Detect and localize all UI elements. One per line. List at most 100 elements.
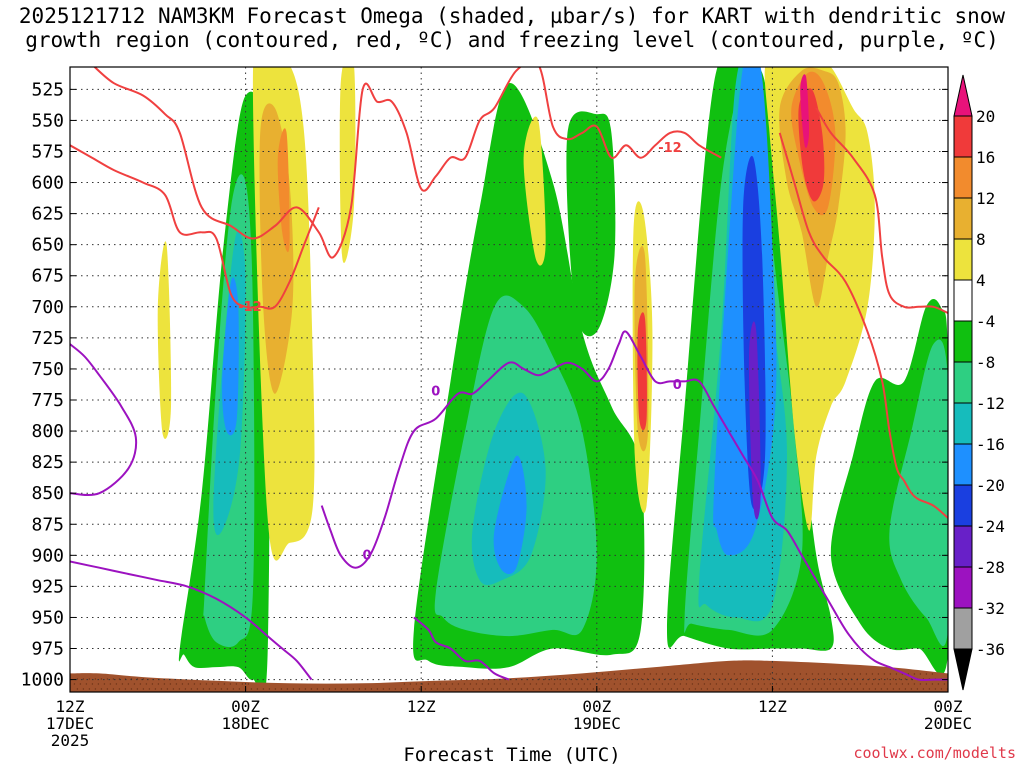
contour-label: -12 xyxy=(658,141,682,156)
y-tick-label: 650 xyxy=(31,235,64,256)
terrain-texture-dot xyxy=(901,683,904,685)
terrain-texture-dot xyxy=(607,683,610,685)
terrain-texture-dot xyxy=(628,678,631,680)
colorbar-swatch xyxy=(953,320,973,363)
terrain-texture-dot xyxy=(679,683,682,685)
terrain-texture-dot xyxy=(286,688,289,690)
terrain-texture-dot xyxy=(856,688,859,690)
terrain-texture-dot xyxy=(697,673,700,675)
terrain-texture-dot xyxy=(544,678,547,680)
terrain-layer xyxy=(70,660,948,692)
terrain-texture-dot xyxy=(100,678,103,680)
terrain-texture-dot xyxy=(73,683,76,685)
omega-region--8 xyxy=(566,111,616,337)
terrain-texture-dot xyxy=(937,683,940,685)
terrain-texture-dot xyxy=(412,688,415,690)
colorbar-label: -32 xyxy=(976,599,1005,618)
terrain-texture-dot xyxy=(82,678,85,680)
terrain-texture-dot xyxy=(169,683,172,685)
terrain-texture-dot xyxy=(562,688,565,690)
terrain-texture-dot xyxy=(844,688,847,690)
y-tick-label: 875 xyxy=(31,514,64,535)
x-tick-label: 20DEC xyxy=(924,714,972,733)
terrain-texture-dot xyxy=(721,673,724,675)
omega-region-20 xyxy=(800,74,810,148)
terrain-texture-dot xyxy=(805,683,808,685)
terrain-texture-dot xyxy=(814,678,817,680)
terrain-texture-dot xyxy=(883,683,886,685)
terrain-texture-dot xyxy=(340,688,343,690)
terrain-texture-dot xyxy=(112,678,115,680)
terrain-texture-dot xyxy=(139,683,142,685)
terrain-texture-dot xyxy=(865,683,868,685)
terrain-texture-dot xyxy=(334,688,337,690)
terrain-texture-dot xyxy=(709,683,712,685)
colorbar-swatch xyxy=(953,115,973,158)
terrain-texture-dot xyxy=(541,683,544,685)
terrain-texture-dot xyxy=(100,688,103,690)
terrain-texture-dot xyxy=(766,688,769,690)
colorbar-label: 12 xyxy=(976,189,995,208)
terrain-texture-dot xyxy=(820,678,823,680)
colorbar-label: -24 xyxy=(976,517,1005,536)
y-tick-label: 950 xyxy=(31,607,64,628)
terrain-texture-dot xyxy=(874,678,877,680)
terrain-texture-dot xyxy=(694,678,697,680)
terrain-texture-dot xyxy=(166,688,169,690)
contour-label: 0 xyxy=(363,548,372,563)
terrain-texture-dot xyxy=(523,683,526,685)
terrain-texture-dot xyxy=(763,683,766,685)
terrain-texture-dot xyxy=(310,688,313,690)
terrain-texture-dot xyxy=(943,683,946,685)
terrain-texture-dot xyxy=(268,688,271,690)
terrain-texture-dot xyxy=(730,688,733,690)
terrain-texture-dot xyxy=(445,683,448,685)
contour-label: 0 xyxy=(673,378,682,393)
terrain-texture-dot xyxy=(736,678,739,680)
terrain-texture-dot xyxy=(403,683,406,685)
terrain-texture-dot xyxy=(682,688,685,690)
terrain-texture-dot xyxy=(685,673,688,675)
terrain-texture-dot xyxy=(352,688,355,690)
y-tick-label: 800 xyxy=(31,421,64,442)
terrain-texture-dot xyxy=(136,688,139,690)
terrain-texture-dot xyxy=(808,678,811,680)
freezing-level-contour xyxy=(70,343,138,497)
terrain-texture-dot xyxy=(925,683,928,685)
terrain-texture-dot xyxy=(589,683,592,685)
terrain-texture-dot xyxy=(508,688,511,690)
terrain-texture-dot xyxy=(685,683,688,685)
terrain-texture-dot xyxy=(868,688,871,690)
terrain-texture-dot xyxy=(178,688,181,690)
terrain-texture-dot xyxy=(121,683,124,685)
contour-layer: -12 -12 0 0 0 xyxy=(70,67,948,682)
terrain-texture-dot xyxy=(151,683,154,685)
terrain-texture-dot xyxy=(814,688,817,690)
terrain-texture-dot xyxy=(124,688,127,690)
terrain-texture-dot xyxy=(769,683,772,685)
terrain-texture-dot xyxy=(733,673,736,675)
terrain-texture-dot xyxy=(925,673,928,675)
terrain-texture-dot xyxy=(751,683,754,685)
contour-label: -12 xyxy=(238,300,262,315)
terrain-texture-dot xyxy=(142,688,145,690)
terrain-texture-dot xyxy=(328,688,331,690)
terrain-texture-dot xyxy=(442,688,445,690)
terrain-texture-dot xyxy=(637,673,640,675)
terrain-texture-dot xyxy=(376,688,379,690)
dgz-contour xyxy=(93,67,722,259)
terrain-texture-dot xyxy=(634,678,637,680)
terrain-texture-dot xyxy=(250,688,253,690)
y-tick-label: 550 xyxy=(31,110,64,131)
terrain-texture-dot xyxy=(316,688,319,690)
terrain-texture-dot xyxy=(106,688,109,690)
terrain-texture-dot xyxy=(745,673,748,675)
terrain-texture-dot xyxy=(616,678,619,680)
terrain-texture-dot xyxy=(622,678,625,680)
terrain-texture-dot xyxy=(94,688,97,690)
terrain-texture-dot xyxy=(520,688,523,690)
terrain-texture-dot xyxy=(262,688,265,690)
terrain-texture-dot xyxy=(196,688,199,690)
terrain-texture-dot xyxy=(94,678,97,680)
x-tick-label: 00Z xyxy=(934,697,963,716)
